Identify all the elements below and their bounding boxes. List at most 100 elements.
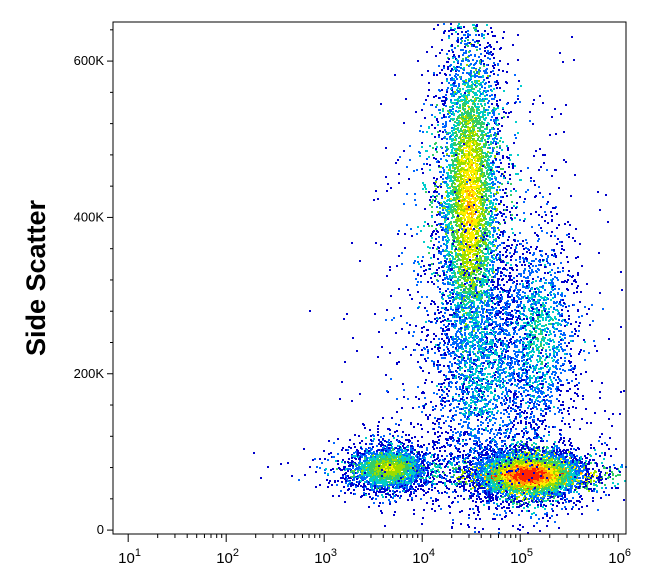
density-point (458, 276, 460, 278)
density-point (468, 51, 470, 53)
density-point (517, 98, 519, 100)
density-point (506, 249, 508, 251)
density-point (431, 225, 433, 227)
density-point (459, 294, 461, 296)
density-point (461, 196, 463, 198)
density-point (479, 278, 481, 280)
density-point (486, 68, 488, 70)
density-point (417, 256, 419, 258)
density-point (483, 195, 485, 197)
density-point (470, 213, 472, 215)
density-point (443, 114, 445, 116)
density-point (502, 141, 504, 143)
density-point (466, 224, 468, 226)
density-point (488, 165, 490, 167)
density-point (483, 70, 485, 72)
density-point (374, 313, 376, 315)
density-point (503, 111, 505, 113)
density-point (464, 162, 466, 164)
density-point (467, 141, 469, 143)
density-point (482, 113, 484, 115)
density-point (442, 174, 444, 176)
density-point (474, 177, 476, 179)
density-point (457, 143, 459, 145)
density-point (475, 240, 477, 242)
density-point (491, 54, 493, 56)
density-point (460, 189, 462, 191)
density-point (494, 183, 496, 185)
density-point (450, 29, 452, 31)
density-point (481, 396, 483, 398)
density-point (478, 207, 480, 209)
density-point (472, 123, 474, 125)
density-point (462, 175, 464, 177)
density-point (478, 73, 480, 75)
density-point (517, 34, 519, 36)
density-point (439, 317, 441, 319)
density-point (489, 95, 491, 97)
density-point (467, 172, 469, 174)
density-point (475, 34, 477, 36)
density-point (505, 319, 507, 321)
density-point (488, 195, 490, 197)
density-point (450, 101, 452, 103)
density-point (416, 169, 418, 171)
density-point (462, 160, 464, 162)
density-point (464, 253, 466, 255)
density-point (458, 180, 460, 182)
density-point (436, 74, 438, 76)
density-point (448, 339, 450, 341)
density-point (449, 120, 451, 122)
density-point (485, 156, 487, 158)
density-point (504, 192, 506, 194)
density-point (474, 98, 476, 100)
density-point (540, 227, 542, 229)
density-point (462, 58, 464, 60)
density-point (468, 250, 470, 252)
density-point (460, 169, 462, 171)
density-point (473, 303, 475, 305)
density-point (453, 114, 455, 116)
density-point (454, 236, 456, 238)
density-point (469, 158, 471, 160)
density-point (487, 213, 489, 215)
density-point (464, 265, 466, 267)
density-point (477, 97, 479, 99)
density-point (458, 248, 460, 250)
density-point (470, 54, 472, 56)
density-point (479, 153, 481, 155)
density-point (448, 251, 450, 253)
density-point (467, 252, 469, 254)
density-point (478, 186, 480, 188)
density-point (450, 306, 452, 308)
density-point (496, 41, 498, 43)
density-point (470, 226, 472, 228)
density-point (463, 256, 465, 258)
density-point (470, 70, 472, 72)
density-point (519, 101, 521, 103)
density-point (468, 284, 470, 286)
density-point (457, 27, 459, 29)
density-point (477, 139, 479, 141)
density-point (461, 191, 463, 193)
density-point (458, 70, 460, 72)
density-point (449, 106, 451, 108)
density-point (477, 148, 479, 150)
density-point (499, 99, 501, 101)
density-point (483, 146, 485, 148)
density-point (480, 63, 482, 65)
density-point (472, 148, 474, 150)
density-point (487, 250, 489, 252)
density-point (444, 257, 446, 259)
density-point (449, 109, 451, 111)
density-point (499, 87, 501, 89)
density-point (443, 344, 445, 346)
density-point (443, 205, 445, 207)
density-point (451, 248, 453, 250)
density-point (496, 199, 498, 201)
density-point (495, 108, 497, 110)
density-point (463, 147, 465, 149)
density-point (461, 389, 463, 391)
density-point (471, 106, 473, 108)
density-point (452, 182, 454, 184)
